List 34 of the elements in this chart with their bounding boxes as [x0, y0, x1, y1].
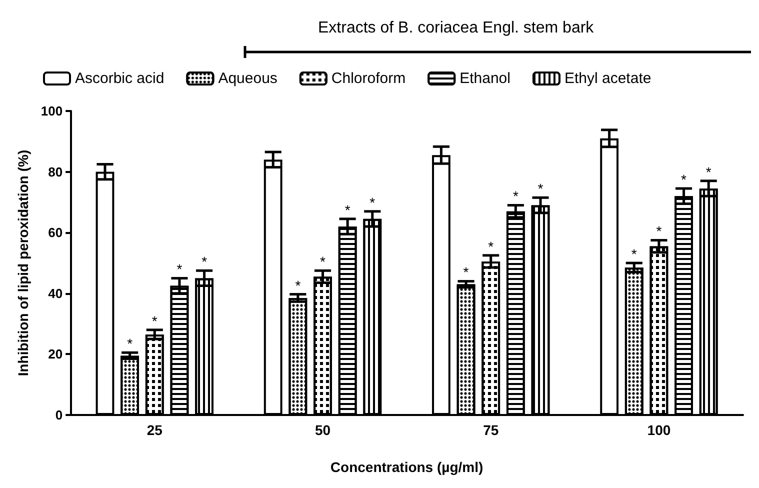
data-label: *	[127, 336, 134, 352]
data-label: *	[488, 238, 494, 254]
data-label: *	[295, 277, 302, 294]
data-label: *	[706, 164, 712, 180]
y-tick-label: 20	[48, 346, 63, 362]
data-label: *	[656, 223, 662, 240]
data-label: *	[152, 312, 158, 329]
y-tick-label: 60	[48, 225, 63, 240]
data-label: *	[681, 172, 688, 188]
x-tick-label: 100	[647, 422, 671, 438]
text: Extracts of B. coriacea Engl. stem bark	[318, 20, 595, 36]
x-axis-title: Concentrations (µg/ml)	[330, 459, 484, 475]
y-tick-label: 0	[55, 408, 63, 422]
data-label: *	[176, 261, 183, 278]
data-label: *	[320, 254, 326, 270]
x-tick-label: 50	[314, 422, 331, 438]
x-tick-label: 25	[146, 422, 163, 438]
data-label: *	[512, 188, 519, 204]
y-axis-title: Inhibition of lipid peroxidation (%)	[15, 150, 31, 376]
data-label: *	[344, 202, 351, 218]
data-label: *	[370, 194, 376, 210]
legend-label: Aqueous	[218, 70, 278, 87]
data-label: *	[631, 246, 638, 262]
data-label: *	[202, 254, 208, 270]
legend-label: Chloroform	[331, 70, 406, 87]
y-tick-label: 100	[40, 104, 63, 118]
y-tick-label: 40	[48, 286, 63, 301]
legend-label: Ethyl acetate	[564, 70, 652, 87]
legend-label: Ethanol	[460, 70, 510, 87]
x-tick-label: 75	[483, 422, 499, 438]
data-label: *	[538, 180, 544, 197]
data-label: *	[463, 264, 470, 280]
y-tick-label: 80	[48, 164, 63, 180]
legend-label: Ascorbic acid	[75, 70, 164, 87]
